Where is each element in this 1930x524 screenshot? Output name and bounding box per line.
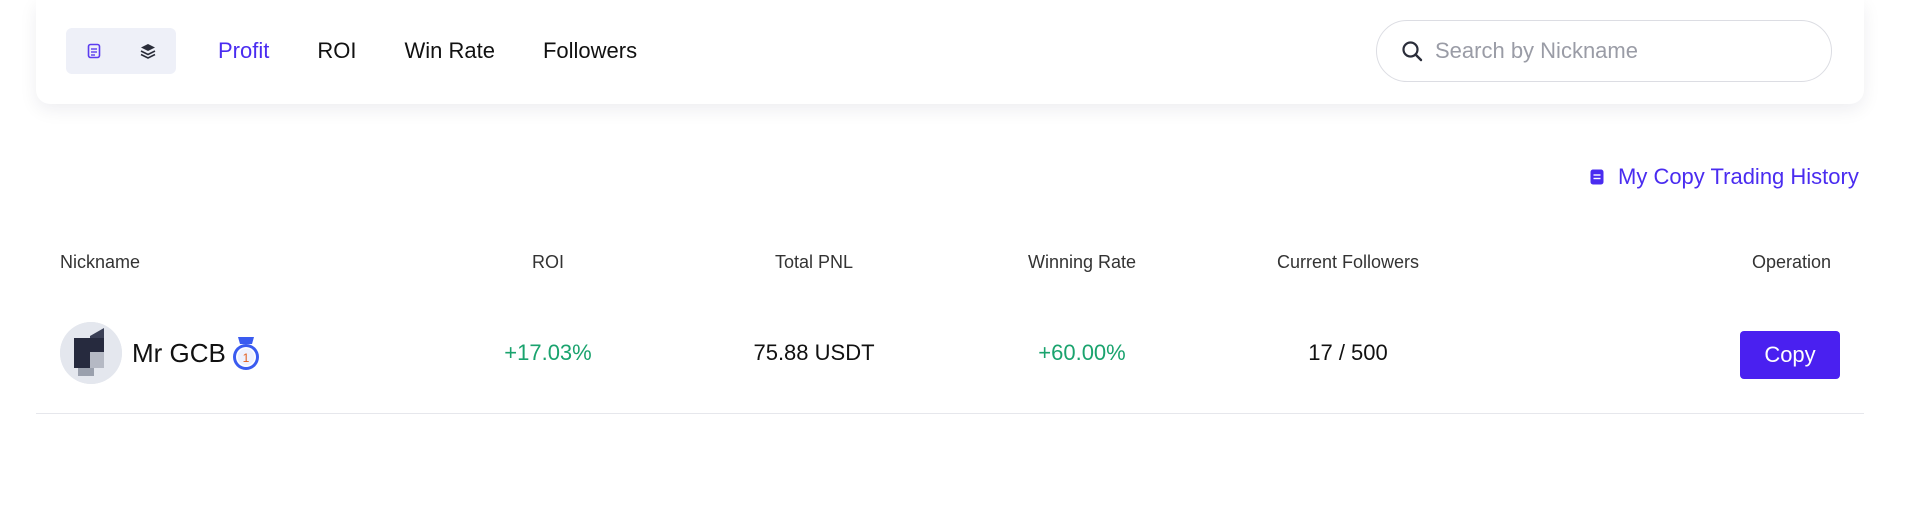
- avatar: [60, 322, 122, 384]
- list-view-button[interactable]: [76, 33, 112, 69]
- layers-view-button[interactable]: [130, 33, 166, 69]
- filter-toolbar: Profit ROI Win Rate Followers: [36, 0, 1864, 104]
- header-total-pnl: Total PNL: [774, 252, 854, 272]
- header-roi: ROI: [531, 252, 565, 272]
- copy-button[interactable]: Copy: [1740, 331, 1840, 379]
- view-toggle: [66, 28, 176, 74]
- tab-win-rate[interactable]: Win Rate: [404, 38, 495, 63]
- search-icon: [1399, 38, 1425, 64]
- tab-profit[interactable]: Profit: [218, 38, 270, 63]
- winning-rate-value: +60.00%: [1038, 340, 1126, 365]
- document-icon: [1588, 168, 1606, 186]
- header-current-followers: Current Followers: [1276, 252, 1420, 272]
- header-nickname: Nickname: [60, 252, 141, 272]
- sort-tabs: Profit ROI Win Rate Followers: [218, 36, 685, 66]
- current-followers-value: 17 / 500: [1308, 340, 1388, 365]
- total-pnl-value: 75.88 USDT: [753, 340, 875, 365]
- copy-trading-history-label: My Copy Trading History: [1618, 164, 1859, 189]
- tab-roi[interactable]: ROI: [317, 38, 357, 63]
- trader-nickname[interactable]: Mr GCB: [132, 338, 226, 368]
- rank-number: 1: [243, 351, 250, 365]
- rank-medal-icon: 1: [228, 334, 264, 374]
- header-operation: Operation: [1752, 252, 1832, 272]
- table-header: Nickname ROI Total PNL Winning Rate Curr…: [0, 252, 1930, 282]
- search-input[interactable]: [1435, 38, 1815, 64]
- layers-view-icon: [140, 44, 156, 59]
- table-row: Mr GCB 1 +17.03% 75.88 USDT +60.00% 17 /…: [36, 318, 1864, 414]
- header-winning-rate: Winning Rate: [1027, 252, 1137, 272]
- roi-value: +17.03%: [504, 340, 592, 365]
- search-box: [1376, 20, 1832, 82]
- copy-trading-history-link[interactable]: My Copy Trading History: [1588, 164, 1859, 190]
- list-view-icon: [87, 43, 101, 59]
- tab-followers[interactable]: Followers: [542, 38, 638, 63]
